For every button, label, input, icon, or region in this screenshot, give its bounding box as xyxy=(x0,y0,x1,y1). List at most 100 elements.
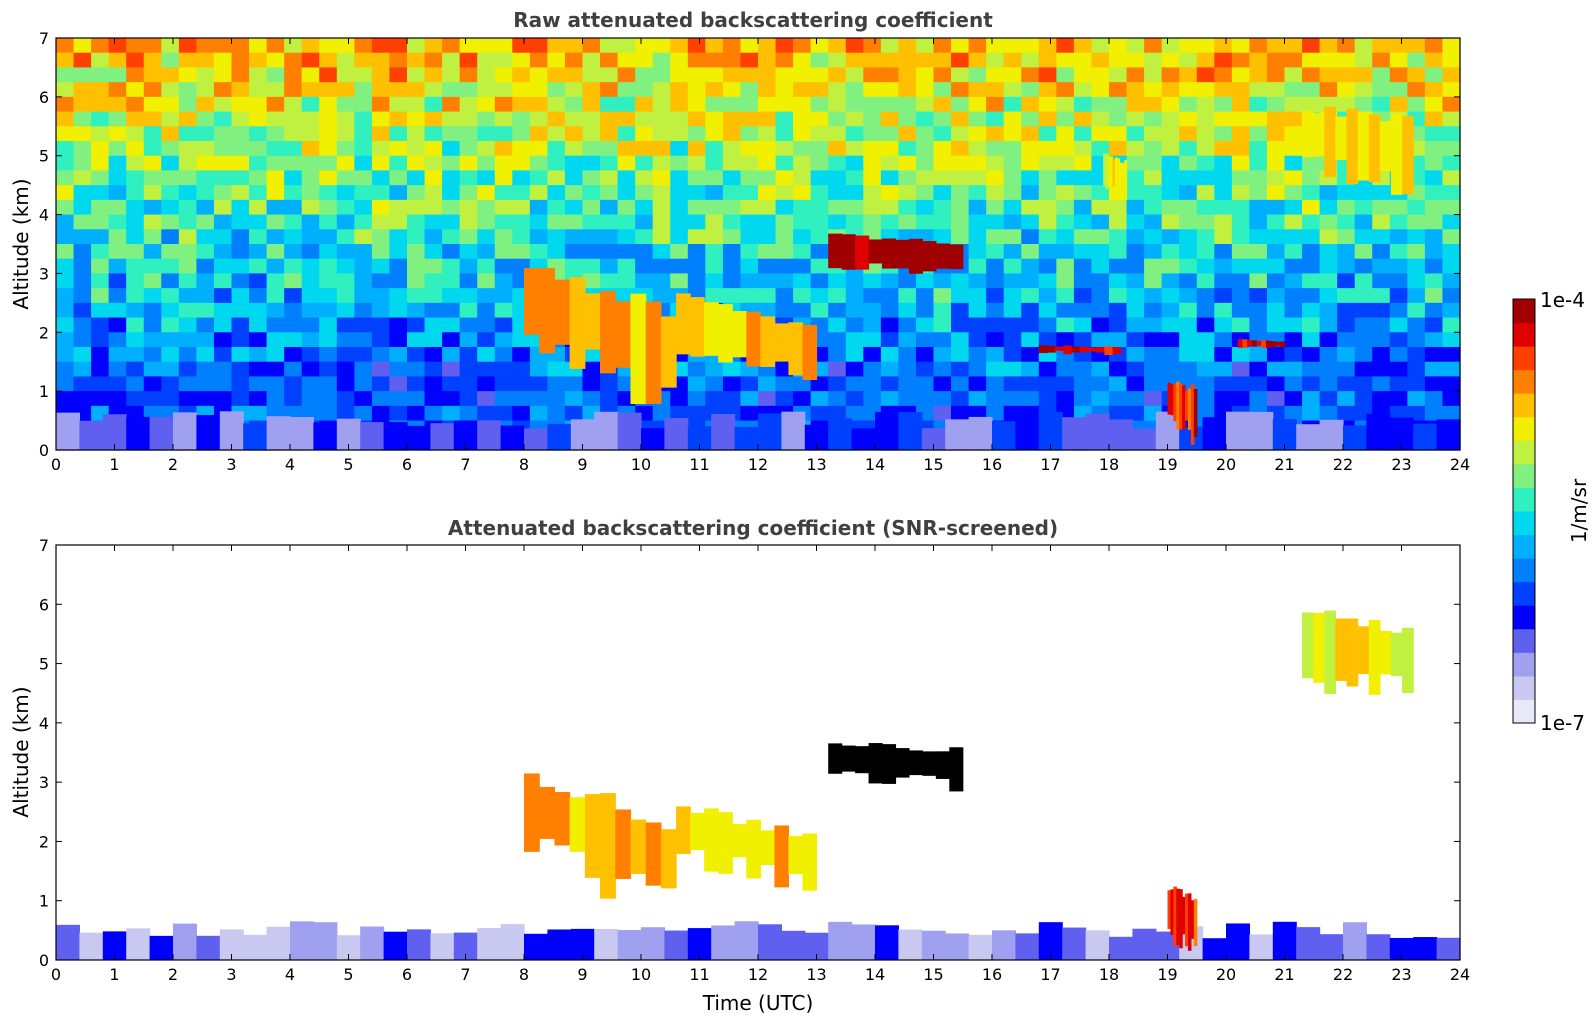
noise-cell xyxy=(793,288,812,304)
cirrus-mark xyxy=(1302,110,1314,158)
noise-cell xyxy=(284,111,303,127)
noise-cell xyxy=(617,185,636,201)
noise-cell xyxy=(722,229,742,245)
noise-cell xyxy=(1056,141,1075,157)
noise-cell xyxy=(1021,38,1040,54)
noise-cell xyxy=(494,405,513,422)
noise-cell xyxy=(740,96,759,113)
noise-cell xyxy=(758,302,777,319)
noise-cell xyxy=(477,288,496,304)
noise-cell xyxy=(968,155,987,172)
noise-cell xyxy=(266,391,285,407)
rain-column-mark xyxy=(1193,389,1198,437)
boundary-layer-mark xyxy=(851,924,876,960)
noise-cell xyxy=(1442,244,1461,260)
noise-cell xyxy=(1003,302,1022,319)
cirrus-mark xyxy=(1368,619,1381,695)
noise-cell xyxy=(108,38,127,54)
noise-cell xyxy=(407,141,426,157)
noise-cell xyxy=(915,126,935,142)
aerosol-layer-mark xyxy=(524,773,540,852)
cirrus-mark xyxy=(1402,627,1414,693)
noise-cell xyxy=(56,391,75,407)
rain-column-mark xyxy=(1187,388,1192,430)
boundary-layer-mark xyxy=(1085,930,1110,960)
noise-cell xyxy=(1424,170,1444,186)
noise-cell xyxy=(951,317,970,333)
noise-cell xyxy=(1442,302,1461,319)
noise-cell xyxy=(1266,38,1286,54)
noise-cell xyxy=(1231,376,1250,392)
noise-cell xyxy=(459,332,478,348)
x-tick-label: 23 xyxy=(1391,965,1411,984)
boundary-layer-mark xyxy=(1015,933,1040,960)
noise-cell xyxy=(477,347,496,363)
noise-cell xyxy=(1266,155,1286,172)
noise-cell xyxy=(1073,391,1093,407)
noise-cell xyxy=(1389,214,1408,230)
noise-cell xyxy=(582,273,601,289)
boundary-layer-mark xyxy=(243,423,268,450)
noise-cell xyxy=(880,67,899,83)
noise-cell xyxy=(301,302,320,319)
cirrus-mark xyxy=(1390,632,1403,677)
noise-cell xyxy=(758,141,777,157)
noise-cell xyxy=(73,332,92,348)
noise-cell xyxy=(1249,361,1268,378)
noise-cell xyxy=(108,376,127,392)
noise-cell xyxy=(915,288,935,304)
colorbar-swatch xyxy=(1513,369,1535,394)
noise-cell xyxy=(213,52,233,69)
noise-cell xyxy=(1021,67,1040,83)
noise-cell xyxy=(126,141,145,157)
noise-cell xyxy=(1021,82,1040,98)
noise-cell xyxy=(301,229,320,245)
noise-cell xyxy=(249,82,268,98)
noise-cell xyxy=(1196,258,1215,275)
noise-cell xyxy=(213,185,233,201)
cloud-layer-mark xyxy=(1087,347,1097,352)
x-tick-label: 24 xyxy=(1450,965,1470,984)
noise-cell xyxy=(389,155,408,172)
noise-cell xyxy=(161,361,180,378)
noise-cell xyxy=(898,67,917,83)
noise-cell xyxy=(319,141,338,157)
colorbar-swatch xyxy=(1513,605,1535,630)
noise-cell xyxy=(266,229,285,245)
noise-cell xyxy=(652,126,671,142)
noise-cell xyxy=(108,199,127,216)
noise-cell xyxy=(951,52,970,69)
cloud-layer-mark xyxy=(1256,341,1262,346)
noise-cell xyxy=(213,155,233,172)
noise-cell xyxy=(336,405,355,422)
cloud-layer-mark xyxy=(1055,346,1064,351)
noise-cell xyxy=(617,170,636,186)
noise-cell xyxy=(1389,391,1408,407)
noise-cell xyxy=(1021,273,1040,289)
noise-cell xyxy=(652,170,671,186)
noise-cell xyxy=(407,52,426,69)
x-tick-label: 11 xyxy=(689,965,709,984)
noise-cell xyxy=(1038,273,1057,289)
noise-cell xyxy=(1144,38,1163,54)
noise-cell xyxy=(336,376,355,392)
noise-cell xyxy=(319,111,338,127)
noise-cell xyxy=(1179,302,1198,319)
noise-cell xyxy=(1003,214,1022,230)
noise-cell xyxy=(968,214,987,230)
noise-cell xyxy=(529,67,548,83)
noise-cell xyxy=(880,38,899,54)
noise-cell xyxy=(1266,361,1286,378)
aerosol-layer-mark xyxy=(584,794,601,878)
noise-cell xyxy=(1144,141,1163,157)
noise-cell xyxy=(1284,52,1303,69)
noise-cell xyxy=(652,258,671,275)
noise-cell xyxy=(793,244,812,260)
noise-cell xyxy=(196,214,215,230)
noise-cell xyxy=(915,82,935,98)
noise-cell xyxy=(442,273,461,289)
noise-cell xyxy=(1214,258,1233,275)
noise-cell xyxy=(1021,141,1040,157)
noise-cell xyxy=(1319,38,1338,54)
noise-cell xyxy=(810,391,829,407)
